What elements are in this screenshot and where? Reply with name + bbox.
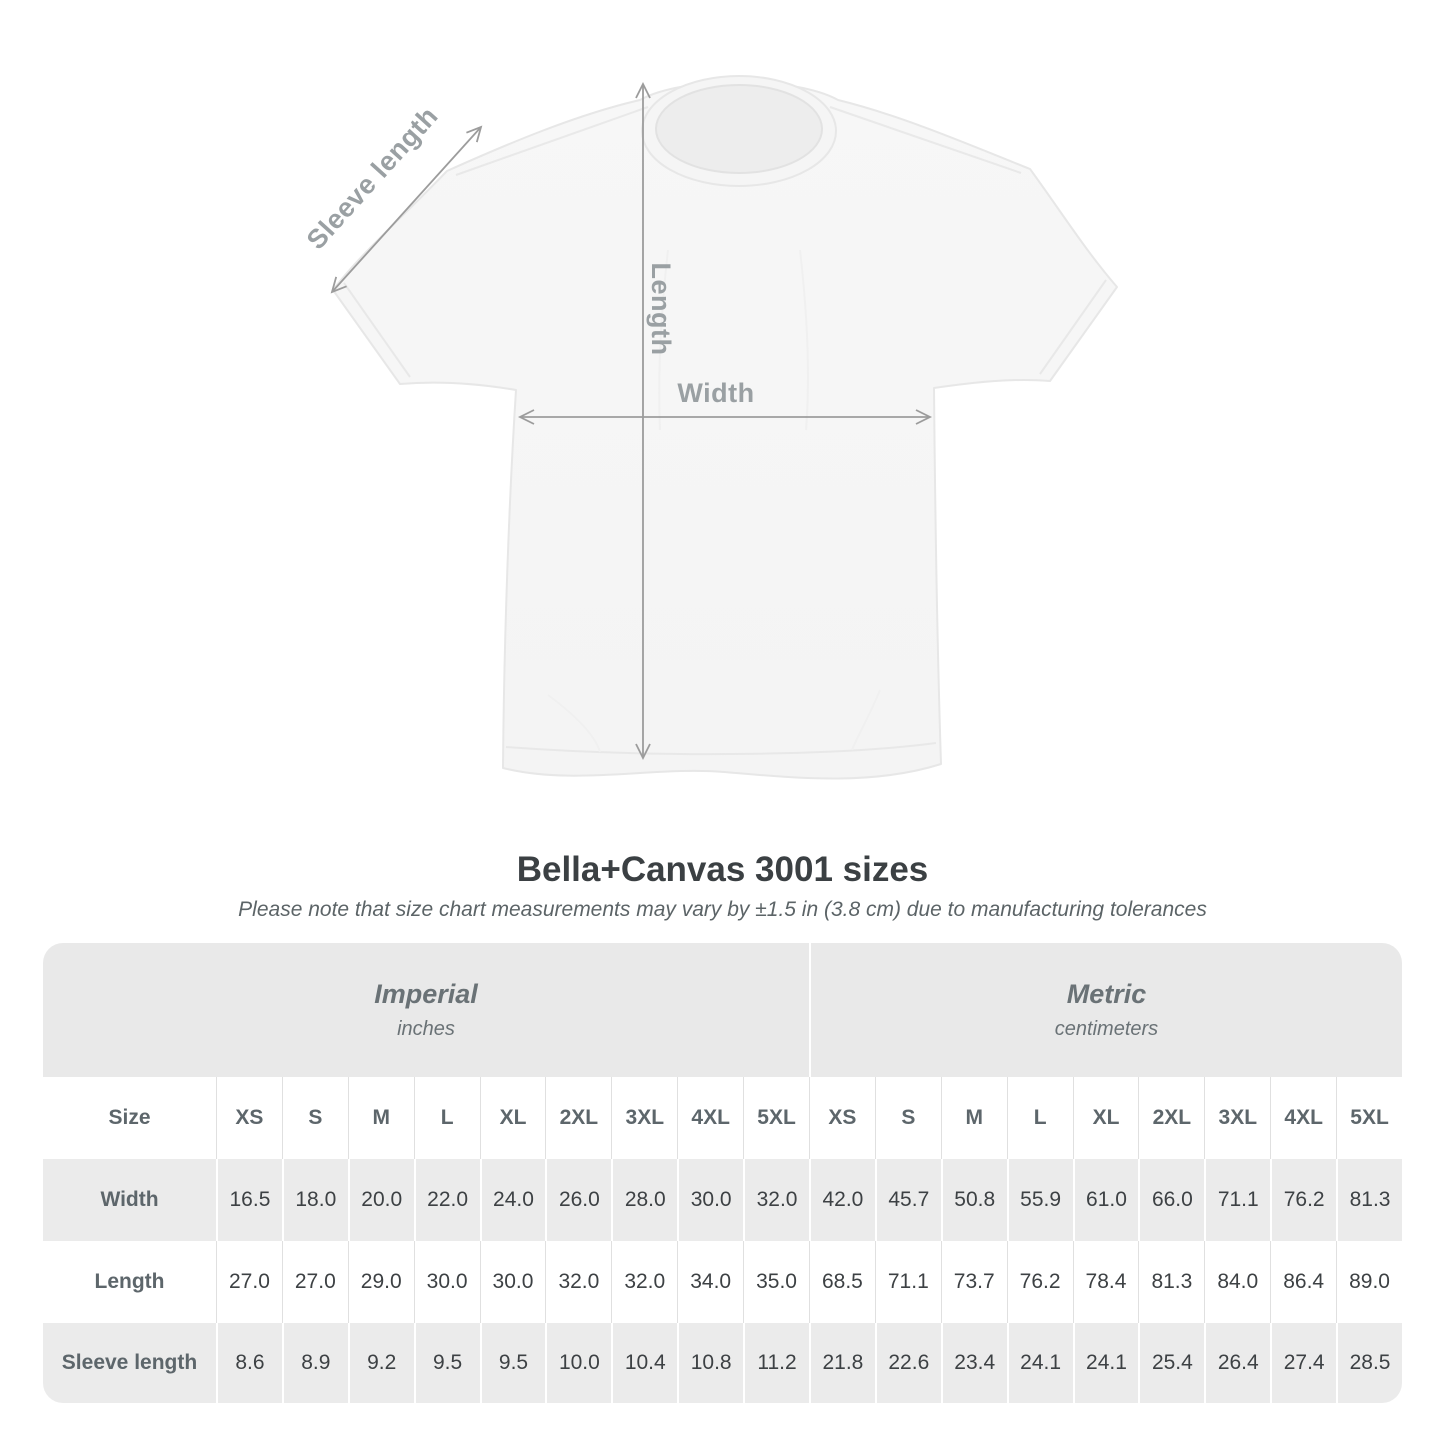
value-cell: 30.0 [677,1159,744,1241]
value-cell: 76.2 [1270,1159,1337,1241]
size-col-header: L [1006,1077,1073,1159]
value-cell: 11.2 [743,1323,809,1403]
value-cell: 26.0 [545,1159,612,1241]
length-label: Length [646,263,676,356]
value-cell: 9.5 [479,1323,546,1403]
size-col-header: 3XL [1204,1077,1271,1159]
metric-title: Metric [1066,979,1147,1009]
value-cell: 27.0 [281,1241,348,1323]
value-cell: 61.0 [1072,1159,1139,1241]
measurement-arrows [330,81,933,761]
sleeve-length-arrow [330,125,483,294]
size-col-header: 3XL [611,1077,678,1159]
value-cell: 71.1 [874,1241,941,1323]
value-cell: 73.7 [940,1241,1007,1323]
width-label: Width [677,378,754,408]
seam-lines [343,106,1107,756]
value-cell: 22.6 [874,1323,941,1403]
collar-opening [655,84,823,174]
value-cell: 9.2 [347,1323,414,1403]
value-cell: 20.0 [347,1159,414,1241]
size-col-header: 5XL [1336,1077,1402,1159]
value-cell: 30.0 [479,1241,546,1323]
size-col-header: S [281,1077,348,1159]
size-col-header: XS [216,1077,282,1159]
size-col-header: 2XL [545,1077,612,1159]
imperial-unit: inches [397,1018,455,1040]
size-col-header: XL [1072,1077,1139,1159]
value-cell: 84.0 [1204,1241,1271,1323]
size-col-header: XL [479,1077,546,1159]
value-cell: 32.0 [743,1159,809,1241]
size-col-header: 4XL [677,1077,744,1159]
size-col-header: XS [808,1077,875,1159]
size-col-header: M [940,1077,1007,1159]
page-title: Bella+Canvas 3001 sizes [516,850,929,889]
value-cell: 16.5 [216,1159,282,1241]
size-chart-table: Imperial inches Metric centimeters Size … [43,943,1402,1403]
value-cell: 10.4 [611,1323,678,1403]
value-cell: 22.0 [413,1159,480,1241]
value-cell: 28.0 [611,1159,678,1241]
value-cell: 30.0 [413,1241,480,1323]
value-cell: 26.4 [1204,1323,1271,1403]
metric-section-header: Metric centimeters [808,943,1402,1077]
value-cell: 76.2 [1006,1241,1073,1323]
value-cell: 23.4 [940,1323,1007,1403]
tshirt-diagram: Sleeve length Length Width [301,75,1118,780]
value-cell: 10.0 [545,1323,612,1403]
size-col-header: L [413,1077,480,1159]
value-cell: 45.7 [874,1159,941,1241]
value-cell: 9.5 [413,1323,480,1403]
value-cell: 8.9 [281,1323,348,1403]
value-cell: 18.0 [281,1159,348,1241]
value-cell: 32.0 [611,1241,678,1323]
row-label: Width [43,1159,216,1241]
value-cell: 24.1 [1072,1323,1139,1403]
value-cell: 32.0 [545,1241,612,1323]
value-cell: 42.0 [808,1159,875,1241]
value-cell: 89.0 [1336,1241,1402,1323]
value-cell: 25.4 [1138,1323,1205,1403]
value-cell: 34.0 [677,1241,744,1323]
row-label: Sleeve length [43,1323,216,1403]
value-cell: 24.1 [1006,1323,1073,1403]
value-cell: 24.0 [479,1159,546,1241]
page-subtitle: Please note that size chart measurements… [238,898,1207,921]
value-cell: 81.3 [1138,1241,1205,1323]
metric-unit: centimeters [1054,1018,1159,1040]
value-cell: 21.8 [808,1323,875,1403]
value-cell: 55.9 [1006,1159,1073,1241]
size-col-header: S [874,1077,941,1159]
size-col-header: 5XL [743,1077,809,1159]
size-corner-label: Size [43,1077,216,1159]
size-col-header: 2XL [1138,1077,1205,1159]
value-cell: 35.0 [743,1241,809,1323]
row-label: Length [43,1241,216,1323]
value-cell: 66.0 [1138,1159,1205,1241]
value-cell: 68.5 [808,1241,875,1323]
value-cell: 29.0 [347,1241,414,1323]
value-cell: 86.4 [1270,1241,1337,1323]
value-cell: 78.4 [1072,1241,1139,1323]
imperial-section-header: Imperial inches [43,943,809,1077]
value-cell: 71.1 [1204,1159,1271,1241]
value-cell: 27.0 [216,1241,282,1323]
value-cell: 81.3 [1336,1159,1402,1241]
imperial-title: Imperial [374,979,478,1009]
value-cell: 10.8 [677,1323,744,1403]
value-cell: 8.6 [216,1323,282,1403]
size-col-header: M [347,1077,414,1159]
size-col-header: 4XL [1270,1077,1337,1159]
value-cell: 50.8 [940,1159,1007,1241]
value-cell: 28.5 [1336,1323,1402,1403]
value-cell: 27.4 [1270,1323,1337,1403]
